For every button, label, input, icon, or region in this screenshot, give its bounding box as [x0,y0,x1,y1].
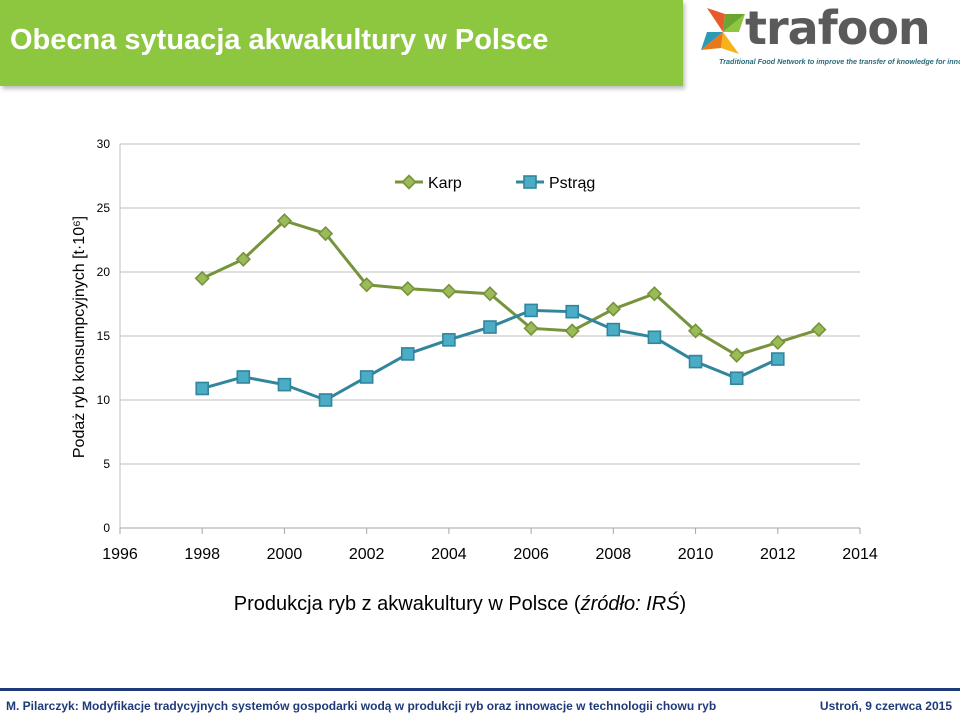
data-point-diamond [235,251,251,267]
y-tick-label: 0 [103,521,110,535]
chart-caption: Produkcja ryb z akwakultury w Polsce (źr… [0,593,920,616]
data-point-diamond [729,347,745,363]
legend-label: Pstrąg [549,175,595,192]
x-tick-label: 2008 [596,546,632,563]
legend: Karp Pstrąg [395,174,595,192]
footer-date: Ustroń, 9 czerwca 2015 [819,699,952,713]
y-tick-label: 15 [97,329,111,343]
data-point-diamond [401,174,417,190]
x-tick-label: 2000 [267,546,303,563]
data-point-square [442,333,456,347]
x-tick-label: 2002 [349,546,385,563]
data-point-square [770,352,785,366]
line-chart: 0 5 10 15 20 25 30 1996 1998 2000 2002 2004 2006 2008… [71,137,878,563]
page-title: Obecna sytuacja akwakultury w Polsce [10,24,549,56]
y-tick-label: 25 [97,201,111,215]
data-point-diamond [359,277,375,293]
data-point-square [647,330,662,345]
chart-area: 0 5 10 15 20 25 30 1996 1998 2000 2002 2004 2006 2008… [0,100,960,640]
axes: 0 5 10 15 20 25 30 1996 1998 2000 2002 2004 2006 2008… [97,137,878,563]
data-point-diamond [482,286,498,302]
y-tick-label: 20 [97,265,111,279]
y-tick-label: 5 [103,457,110,471]
x-tick-label: 2006 [513,546,549,563]
caption-source: źródło: IRŚ [580,593,680,615]
data-point-square [565,304,580,319]
data-point-diamond [523,320,539,336]
data-point-diamond [605,301,621,317]
footer-author: M. Pilarczyk: Modyfikacje tradycyjnych s… [6,699,717,713]
x-tick-label: 1998 [184,546,220,563]
data-point-square [277,377,292,392]
x-tick-label: 1996 [102,546,138,563]
caption-main: Produkcja ryb z akwakultury w Polsce ( [233,593,581,615]
series-karp [194,213,827,363]
series-group [194,213,827,407]
data-point-diamond [687,323,704,339]
logo-wordmark: trafoon [745,1,931,55]
grid-lines [120,143,860,465]
footer: M. Pilarczyk: Modyfikacje tradycyjnych s… [0,688,960,720]
data-point-square [729,371,744,386]
legend-item: Pstrąg [516,175,595,192]
data-point-diamond [441,283,457,299]
pinwheel-icon [701,8,745,54]
y-tick-label: 10 [97,393,111,407]
x-tick-label: 2004 [431,546,467,563]
data-point-square [688,354,703,369]
x-tick-label: 2010 [678,546,714,563]
data-point-diamond [811,321,827,338]
data-point-diamond [317,225,334,242]
legend-label: Karp [428,175,462,192]
data-point-diamond [564,323,580,339]
data-point-square [195,381,210,396]
data-point-square [359,370,374,384]
x-tick-label: 2012 [760,546,796,563]
data-point-square [483,320,497,334]
legend-item: Karp [395,174,462,192]
data-point-square [236,370,251,384]
data-point-square [400,347,415,361]
data-point-square [318,393,333,407]
caption-end: ) [679,593,687,615]
data-point-square [524,303,538,318]
x-tick-label: 2014 [842,546,878,563]
y-axis-label: Podaż ryb konsumpcyjnych [t·10⁶] [71,216,88,458]
y-tick-label: 30 [97,137,111,151]
series-pstrąg [195,303,785,407]
data-point-square [606,322,621,337]
data-point-diamond [646,286,663,302]
title-bar: Obecna sytuacja akwakultury w Polsce [0,0,683,86]
logo-tagline: Traditional Food Network to improve the … [719,57,960,66]
data-point-square [523,175,537,189]
data-point-diamond [276,213,293,229]
data-point-diamond [194,270,210,287]
series-line [201,219,820,357]
trafoon-logo: trafoon Traditional Food Network to impr… [695,1,960,68]
data-point-diamond [400,281,416,297]
data-point-diamond [770,334,786,351]
